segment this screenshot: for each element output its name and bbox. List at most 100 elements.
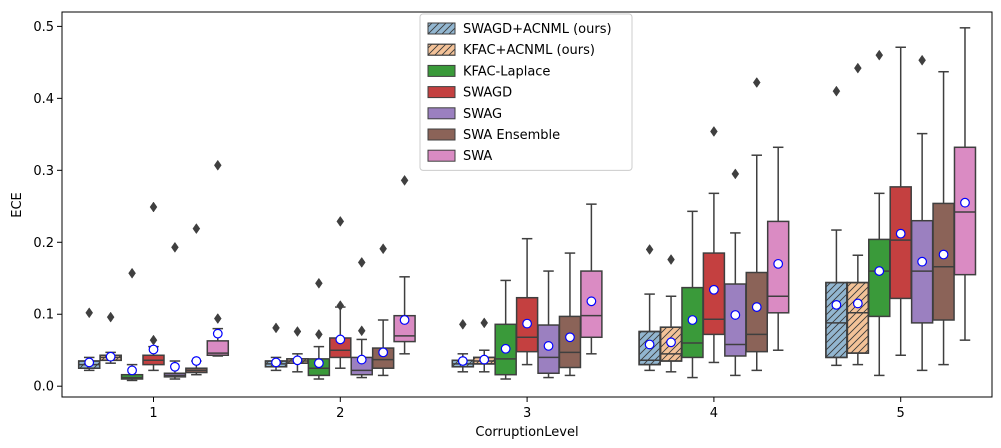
box-2-1 xyxy=(307,277,331,380)
mean-marker xyxy=(543,341,554,351)
outlier-point xyxy=(213,159,222,171)
legend-frame xyxy=(419,13,633,171)
box-series xyxy=(77,27,977,382)
box-5-1 xyxy=(371,243,395,377)
mean-marker xyxy=(522,318,532,329)
mean-marker xyxy=(960,197,970,208)
mean-marker xyxy=(773,258,784,269)
legend-label: SWAGD xyxy=(463,86,512,101)
box-6-3 xyxy=(766,146,790,351)
outlier-point xyxy=(336,215,345,227)
legend-swatch xyxy=(427,64,456,77)
legend-entry: SWA Ensemble xyxy=(427,128,560,143)
outlier-point xyxy=(667,254,675,265)
mean-marker xyxy=(938,249,949,260)
legend-label: SWAGD+ACNML (ours) xyxy=(463,22,612,37)
box-5-4 xyxy=(932,70,955,366)
legend-swatch xyxy=(427,86,456,99)
x-tick-label: 2 xyxy=(336,406,344,421)
mean-marker xyxy=(565,332,575,343)
box-6-2 xyxy=(580,203,603,355)
mean-marker xyxy=(709,284,719,295)
mean-marker xyxy=(271,357,281,368)
mean-marker xyxy=(500,343,511,354)
box-6-0 xyxy=(206,159,230,357)
box-3-2 xyxy=(515,237,539,366)
outlier-point xyxy=(171,241,179,253)
mean-marker xyxy=(191,356,202,366)
y-tick-label: 0.5 xyxy=(33,20,54,35)
box-1-1 xyxy=(286,326,309,373)
box-hatch xyxy=(825,281,848,359)
outlier-point xyxy=(336,300,345,312)
mean-marker xyxy=(170,361,180,372)
mean-marker xyxy=(644,339,655,350)
x-tick-label: 5 xyxy=(897,406,905,421)
box-1-2 xyxy=(472,317,496,373)
x-axis: 1 2 3 4 5 xyxy=(149,397,905,421)
box-6-4 xyxy=(953,27,977,341)
box-0-4 xyxy=(825,85,848,367)
mean-marker xyxy=(586,296,597,307)
y-tick-label: 0.0 xyxy=(33,380,54,395)
legend-entry: KFAC+ACNML (ours) xyxy=(427,43,595,58)
legend-entry: SWAGD+ACNML (ours) xyxy=(427,22,612,37)
box-4-2 xyxy=(537,270,560,379)
outlier-point xyxy=(293,326,302,337)
box-6-1 xyxy=(393,174,416,355)
box-3-1 xyxy=(329,215,352,369)
mean-marker xyxy=(457,356,468,366)
outlier-point xyxy=(272,322,280,334)
mean-marker xyxy=(917,256,928,267)
mean-marker xyxy=(730,310,741,320)
mean-marker xyxy=(356,354,367,365)
outlier-point xyxy=(315,328,323,340)
mean-marker xyxy=(852,298,863,309)
y-tick-label: 0.2 xyxy=(33,236,54,251)
mean-marker xyxy=(895,228,906,239)
outlier-point xyxy=(710,126,718,137)
mean-marker xyxy=(687,315,698,325)
box-1-3 xyxy=(659,254,683,373)
outlier-point xyxy=(315,277,323,289)
mean-marker xyxy=(399,315,410,325)
y-axis-label: ECE xyxy=(10,192,25,218)
box-3-3 xyxy=(702,126,726,364)
x-tick-label: 1 xyxy=(149,406,157,421)
mean-marker xyxy=(378,347,389,358)
legend-label: KFAC+ACNML (ours) xyxy=(463,43,595,58)
legend-entry: SWAGD xyxy=(427,86,512,101)
box-3-4 xyxy=(889,46,912,357)
box-body xyxy=(206,340,230,357)
outlier-point xyxy=(459,318,467,330)
outlier-point xyxy=(149,334,158,346)
box-body xyxy=(745,271,769,353)
plot-frame xyxy=(61,11,993,398)
outlier-point xyxy=(480,317,489,329)
box-body xyxy=(932,202,955,321)
box-4-4 xyxy=(910,54,934,372)
mean-marker xyxy=(292,355,303,366)
box-5-0 xyxy=(185,223,208,376)
box-0-1 xyxy=(264,322,288,372)
box-1-0 xyxy=(99,311,122,364)
mean-marker xyxy=(831,299,842,310)
box-body xyxy=(953,146,977,276)
outlier-point xyxy=(854,62,862,74)
box-4-1 xyxy=(350,256,373,379)
box-2-4 xyxy=(868,49,891,377)
outlier-point xyxy=(85,307,94,319)
mean-marker xyxy=(105,351,116,362)
outlier-point xyxy=(918,54,926,66)
y-tick-label: 0.4 xyxy=(33,92,54,107)
outlier-point xyxy=(752,77,761,88)
box-2-2 xyxy=(494,279,517,380)
box-4-0 xyxy=(163,241,187,380)
legend-swatch-hatch xyxy=(427,43,456,56)
mean-marker xyxy=(479,354,490,365)
box-3-0 xyxy=(142,201,165,372)
box-2-0 xyxy=(120,267,144,382)
y-tick-label: 0.1 xyxy=(33,308,54,323)
outlier-point xyxy=(379,243,387,255)
outlier-point xyxy=(128,267,136,279)
